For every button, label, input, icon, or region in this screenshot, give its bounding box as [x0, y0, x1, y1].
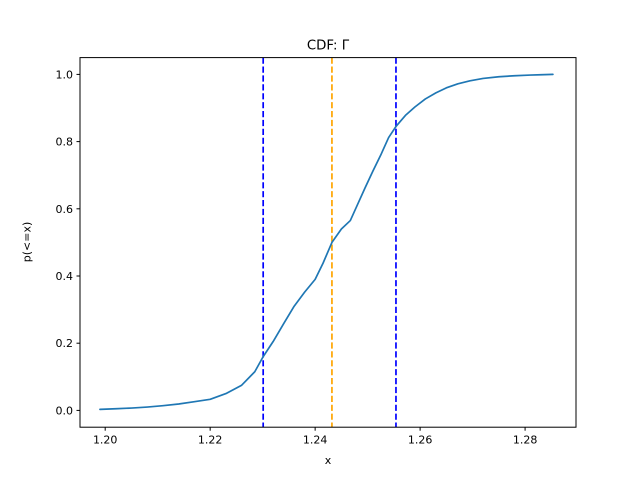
x-axis-label: x: [325, 454, 332, 467]
y-tick-label: 0.4: [56, 270, 74, 283]
x-tick-label: 1.22: [198, 434, 223, 447]
plot-area: [80, 57, 576, 428]
x-tick-label: 1.20: [93, 434, 118, 447]
y-tick-label: 0.2: [56, 337, 74, 350]
chart-title: CDF: Γ: [307, 39, 350, 54]
y-tick-label: 1.0: [56, 68, 74, 81]
y-tick-label: 0.6: [56, 203, 74, 216]
x-tick-label: 1.26: [408, 434, 433, 447]
y-axis-ticks: 0.0 0.2 0.4 0.6 0.8 1.0: [56, 68, 80, 417]
x-axis-ticks: 1.20 1.22 1.24 1.26 1.28: [93, 427, 537, 447]
y-tick-label: 0.8: [56, 136, 74, 149]
y-tick-label: 0.0: [56, 404, 74, 417]
empirical-cdf: [99, 73, 554, 411]
y-axis-label: p(<=x): [21, 222, 34, 263]
axes-frame: [79, 57, 577, 428]
x-tick-label: 1.24: [303, 434, 328, 447]
reference-lines: [262, 57, 397, 428]
x-tick-label: 1.28: [513, 434, 538, 447]
cdf-curve-group: [99, 73, 554, 411]
